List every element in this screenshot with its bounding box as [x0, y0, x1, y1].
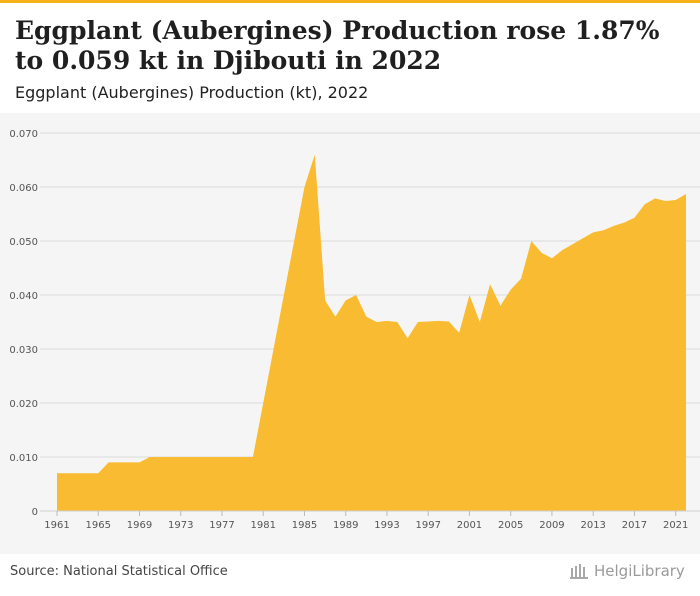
y-tick-label: 0	[32, 507, 38, 518]
y-tick-label: 0.030	[9, 345, 38, 356]
x-tick-label: 1997	[415, 520, 440, 531]
x-tick-label: 1961	[44, 520, 69, 531]
x-tick-label: 1977	[209, 520, 234, 531]
x-tick-label: 1981	[251, 520, 276, 531]
x-tick-label: 1969	[127, 520, 152, 531]
chart-title: Eggplant (Aubergines) Production rose 1.…	[15, 16, 660, 75]
x-tick-label: 1965	[86, 520, 111, 531]
helgilibrary-logo[interactable]: HelgiLibrary	[570, 562, 685, 580]
x-tick-label: 2013	[580, 520, 605, 531]
y-tick-label: 0.040	[9, 291, 38, 302]
y-tick-label: 0.070	[9, 129, 38, 140]
x-tick-label: 2017	[622, 520, 647, 531]
top-accent-bar	[0, 0, 700, 3]
x-tick-label: 1985	[292, 520, 317, 531]
chart-subtitle: Eggplant (Aubergines) Production (kt), 2…	[15, 83, 369, 102]
x-tick-label: 2001	[457, 520, 482, 531]
library-icon	[570, 564, 588, 579]
x-tick-label: 2021	[663, 520, 688, 531]
x-tick-label: 2005	[498, 520, 523, 531]
source-note: Source: National Statistical Office	[10, 564, 228, 579]
x-tick-label: 1973	[168, 520, 193, 531]
y-tick-label: 0.010	[9, 453, 38, 464]
area-series	[57, 154, 686, 511]
y-tick-label: 0.050	[9, 237, 38, 248]
chart-header: Eggplant (Aubergines) Production rose 1.…	[0, 3, 700, 113]
y-tick-label: 0.020	[9, 399, 38, 410]
x-tick-label: 1993	[374, 520, 399, 531]
x-tick-label: 2009	[539, 520, 564, 531]
y-tick-label: 0.060	[9, 183, 38, 194]
logo-text: HelgiLibrary	[594, 562, 685, 580]
x-tick-label: 1989	[333, 520, 358, 531]
